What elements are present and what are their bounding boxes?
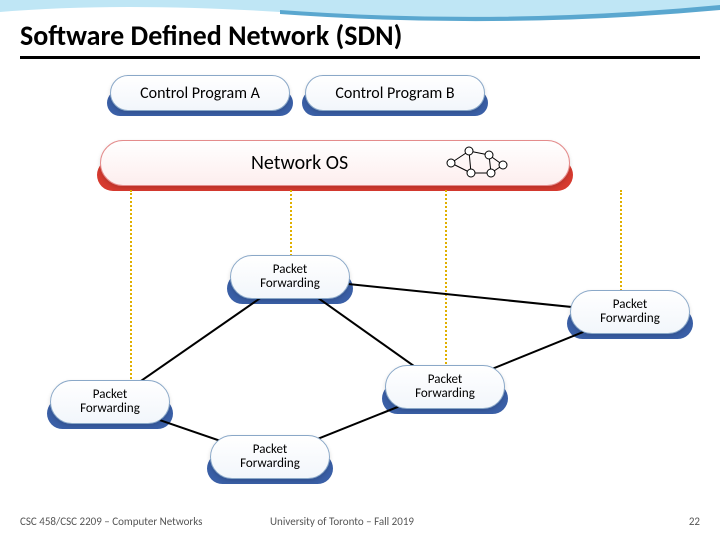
control-b-label: Control Program B bbox=[335, 84, 454, 103]
slide-title: Software Defined Network (SDN) bbox=[20, 18, 402, 53]
control-a-label: Control Program A bbox=[140, 84, 260, 103]
footer-center: University of Toronto – Fall 2019 bbox=[270, 515, 414, 528]
page-number: 22 bbox=[689, 515, 700, 528]
control-program-a: Control Program A bbox=[110, 75, 290, 111]
packet-forwarding-4: PacketForwarding bbox=[385, 365, 505, 409]
packet-forwarding-1: PacketForwarding bbox=[230, 255, 350, 299]
packet-forwarding-5: PacketForwarding bbox=[210, 435, 330, 479]
control-program-b: Control Program B bbox=[305, 75, 485, 111]
packet-forwarding-2: PacketForwarding bbox=[570, 290, 690, 334]
network-os: Network OS bbox=[100, 140, 570, 186]
topology-icon bbox=[441, 143, 511, 183]
footer-left: CSC 458/CSC 2209 – Computer Networks bbox=[20, 515, 202, 528]
network-os-label: Network OS bbox=[251, 151, 348, 175]
packet-forwarding-3: PacketForwarding bbox=[50, 380, 170, 424]
title-underline bbox=[20, 56, 700, 59]
